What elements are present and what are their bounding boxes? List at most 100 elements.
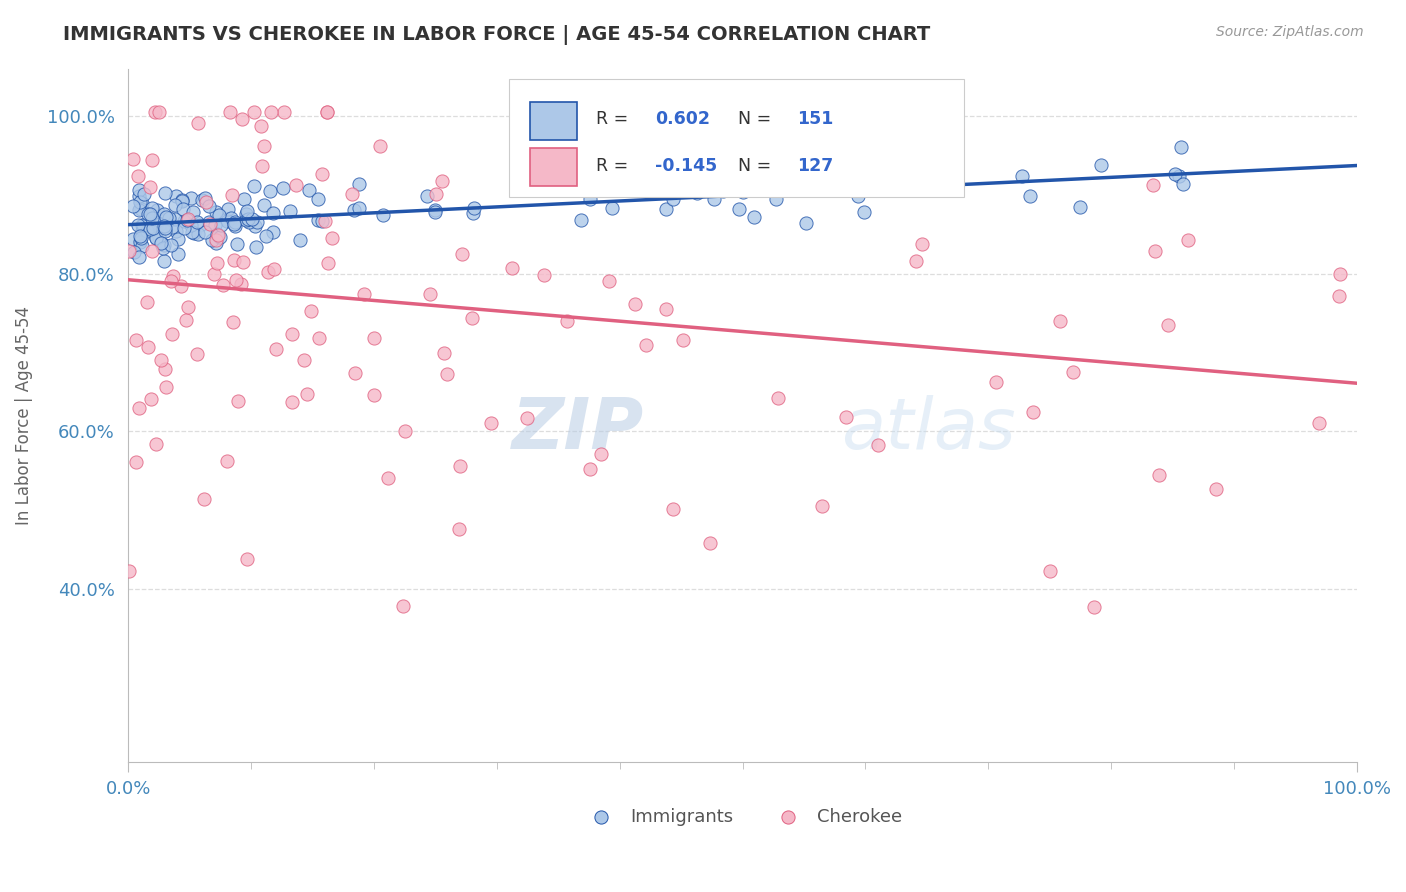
Point	[501, 261, 523, 276]
Point	[129, 231, 152, 245]
Point	[433, 346, 456, 360]
Point	[153, 221, 176, 235]
Point	[1090, 158, 1112, 172]
Point	[1069, 200, 1091, 214]
Point	[162, 268, 184, 283]
Point	[307, 192, 329, 206]
Point	[1019, 188, 1042, 202]
Point	[579, 461, 602, 475]
Y-axis label: In Labor Force | Age 45-54: In Labor Force | Age 45-54	[15, 306, 32, 525]
Point	[153, 186, 176, 201]
Point	[155, 379, 177, 393]
Point	[295, 387, 318, 401]
Point	[285, 178, 308, 193]
Text: IMMIGRANTS VS CHEROKEE IN LABOR FORCE | AGE 45-54 CORRELATION CHART: IMMIGRANTS VS CHEROKEE IN LABOR FORCE | …	[63, 25, 931, 45]
Text: 151: 151	[797, 111, 832, 128]
Point	[236, 551, 259, 566]
Point	[533, 168, 555, 182]
Point	[238, 215, 260, 229]
Point	[205, 235, 228, 250]
Point	[208, 229, 231, 244]
Point	[600, 201, 623, 215]
Point	[128, 183, 150, 197]
Point	[153, 238, 176, 252]
Legend: Immigrants, Cherokee: Immigrants, Cherokee	[576, 801, 908, 833]
Point	[1039, 564, 1062, 578]
Point	[149, 217, 172, 231]
Point	[141, 216, 163, 230]
Point	[186, 347, 208, 361]
Point	[589, 447, 612, 461]
Point	[419, 286, 441, 301]
Point	[136, 295, 159, 310]
Point	[425, 187, 447, 202]
Point	[423, 203, 446, 218]
Point	[152, 219, 174, 233]
Point	[910, 236, 932, 251]
Point	[1205, 483, 1227, 497]
Point	[224, 217, 246, 231]
Point	[200, 217, 222, 231]
Point	[1177, 234, 1199, 248]
Point	[128, 194, 150, 209]
Point	[1329, 267, 1351, 281]
Point	[224, 219, 246, 234]
Point	[550, 158, 572, 172]
Point	[461, 205, 484, 219]
Point	[233, 192, 256, 206]
Point	[835, 410, 858, 425]
Point	[136, 207, 159, 221]
Point	[235, 206, 257, 220]
Text: ZIP: ZIP	[512, 395, 644, 464]
Point	[311, 168, 333, 182]
Point	[246, 215, 269, 229]
Point	[165, 189, 187, 203]
Point	[308, 331, 330, 345]
Point	[671, 333, 693, 347]
Point	[148, 230, 170, 244]
Point	[194, 191, 217, 205]
Point	[212, 277, 235, 292]
Point	[235, 213, 257, 227]
Point	[167, 246, 190, 260]
Point	[853, 104, 876, 119]
Point	[217, 202, 239, 216]
Point	[794, 216, 817, 230]
Point	[260, 104, 283, 119]
Point	[204, 218, 226, 232]
Point	[533, 268, 555, 282]
Point	[245, 239, 267, 253]
Point	[141, 244, 163, 258]
Point	[202, 267, 225, 281]
Point	[252, 139, 274, 153]
Point	[173, 214, 195, 228]
Point	[394, 425, 416, 439]
Point	[139, 222, 162, 236]
Point	[186, 215, 208, 229]
Point	[243, 219, 266, 233]
Point	[143, 104, 166, 119]
Point	[172, 202, 194, 216]
Point	[654, 301, 676, 316]
Point	[218, 104, 240, 119]
FancyBboxPatch shape	[530, 148, 576, 186]
Point	[634, 337, 657, 351]
Point	[253, 198, 276, 212]
Point	[224, 215, 246, 229]
Point	[170, 194, 193, 208]
Point	[250, 120, 273, 134]
Point	[363, 388, 385, 402]
Point	[368, 138, 391, 153]
Point	[1170, 140, 1192, 154]
Point	[343, 203, 366, 218]
Point	[273, 104, 295, 119]
Point	[391, 599, 413, 614]
Point	[122, 152, 145, 166]
Point	[205, 233, 228, 247]
Point	[645, 176, 668, 190]
Point	[124, 244, 146, 259]
Point	[344, 366, 367, 380]
Point	[655, 202, 678, 216]
Point	[349, 202, 371, 216]
Point	[146, 202, 169, 217]
